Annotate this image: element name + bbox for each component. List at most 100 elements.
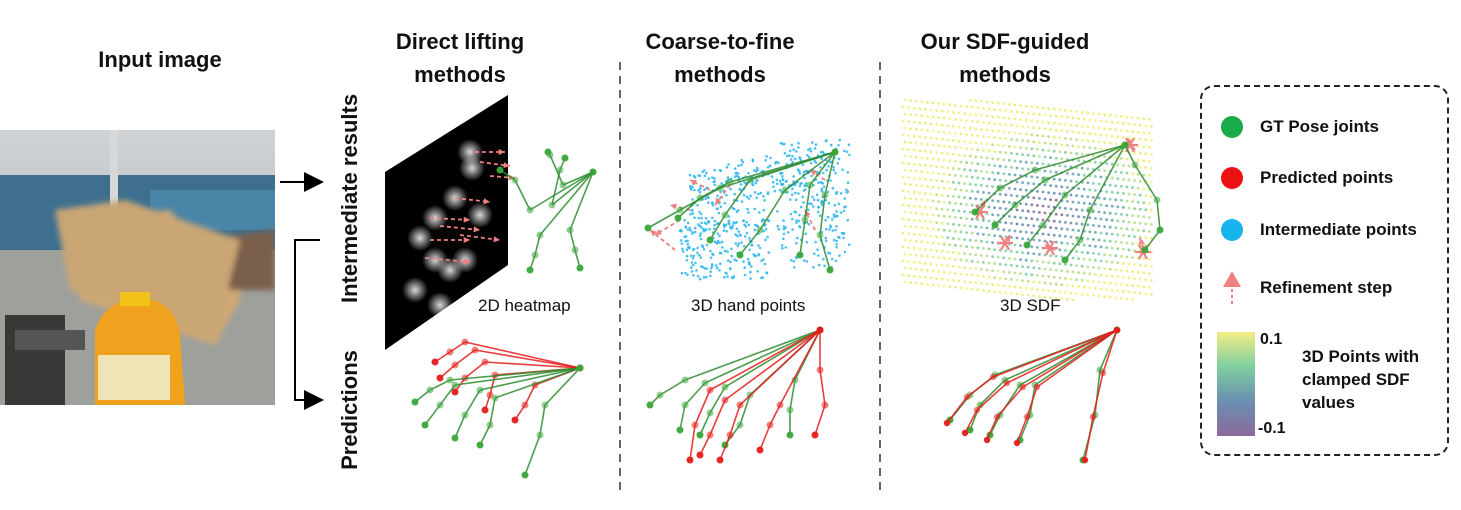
sdf-point [1108, 239, 1112, 243]
intermediate-point [808, 202, 811, 205]
sdf-point [940, 193, 944, 197]
sdf-point [968, 252, 972, 256]
intermediate-point [764, 159, 767, 162]
sdf-point [1125, 171, 1129, 175]
sdf-point [920, 212, 924, 216]
sdf-point [1024, 132, 1028, 136]
sdf-point [987, 233, 991, 237]
sdf-point [952, 223, 955, 226]
sdf-point [1004, 109, 1008, 113]
sdf-point [907, 120, 910, 123]
sdf-point [1032, 266, 1036, 270]
gt-pred-col2-bone [684, 382, 706, 406]
sdf-point [968, 182, 972, 186]
sdf-point [1002, 284, 1006, 288]
sdf-point [1097, 210, 1101, 214]
sdf-point [907, 232, 910, 236]
sdf-point [954, 132, 957, 135]
sdf-point [926, 115, 929, 118]
gt-col2-bone [724, 179, 751, 216]
refinement-star [1000, 242, 1006, 251]
intermediate-point [691, 256, 695, 260]
intermediate-point [734, 233, 737, 236]
intermediate-point [836, 162, 840, 165]
sdf-point [1116, 121, 1120, 125]
sdf-point [1120, 255, 1123, 258]
column-title-coarse-to-fine: Coarse-to-fine methods [620, 25, 820, 91]
intermediate-point [762, 218, 766, 222]
sdf-point [1122, 178, 1125, 181]
pred-pred-col3-bone [1016, 416, 1028, 444]
sdf-point [1148, 146, 1151, 149]
sdf-point [1136, 116, 1140, 120]
intermediate-point [735, 259, 738, 262]
heatmap-blobs [402, 139, 493, 318]
sdf-point [996, 157, 1000, 161]
sdf-point [1066, 284, 1069, 287]
sdf-point [1150, 167, 1153, 170]
sdf-point [974, 225, 978, 229]
sdf-point [1069, 123, 1073, 127]
intermediate-point [843, 206, 846, 209]
sdf-point [920, 254, 924, 258]
prediction-col2 [646, 326, 829, 464]
sdf-point [929, 150, 933, 154]
sdf-point [1049, 156, 1052, 159]
intermediate-point [755, 196, 759, 200]
sdf-point [1036, 134, 1039, 137]
gt-col2-joint [826, 266, 834, 274]
gt-col2-bone [739, 229, 761, 256]
intermediate-point [817, 263, 821, 267]
sdf-point [954, 216, 957, 219]
sdf-point [963, 196, 966, 199]
sdf-point [1052, 121, 1056, 125]
sdf-point [1024, 118, 1028, 122]
sdf-point [940, 221, 944, 225]
sdf-point [935, 123, 938, 126]
intermediate-point [736, 209, 740, 212]
sdf-point [1004, 165, 1008, 169]
sdf-point [903, 266, 907, 270]
sdf-point [1064, 291, 1067, 294]
pred-col2-joint [756, 446, 764, 454]
intermediate-point [696, 274, 700, 278]
sdf-point [1041, 260, 1045, 264]
intermediate-point [723, 201, 727, 205]
gt-col1-joint [559, 181, 567, 189]
sdf-point [1144, 166, 1148, 170]
sdf-point [1148, 258, 1151, 261]
sdf-point [931, 283, 935, 287]
intermediate-point [736, 244, 740, 248]
pred-col1-bone [454, 349, 476, 366]
intermediate-point [803, 188, 807, 191]
pred-col2-joint [721, 396, 729, 404]
sdf-point [914, 99, 918, 103]
sdf-point [1019, 118, 1022, 121]
intermediate-point [702, 248, 706, 251]
sdf-point [940, 235, 944, 239]
intermediate-point [812, 198, 816, 202]
sdf-point [1103, 169, 1106, 172]
sdf-point [952, 139, 955, 142]
intermediate-point [754, 223, 757, 227]
sdf-point [1133, 179, 1136, 182]
sdf-point [1071, 200, 1075, 204]
pred-col2-bone [759, 424, 771, 451]
sdf-point [1148, 272, 1151, 275]
sdf-point [963, 126, 966, 129]
intermediate-point [733, 258, 736, 261]
gt-col2-joint [696, 194, 704, 202]
sdf-point [1114, 198, 1118, 202]
sdf-point [965, 119, 968, 122]
sdf-point [1108, 113, 1112, 117]
sdf-point [1060, 241, 1064, 245]
sdf-point [1049, 296, 1052, 299]
sdf-point [998, 192, 1002, 196]
sdf-point [1004, 235, 1008, 239]
sdf-point [937, 200, 940, 203]
sdf-point [918, 233, 922, 237]
intermediate-point [703, 267, 706, 270]
gt-col3-joint [1061, 256, 1069, 264]
sdf-point [1038, 239, 1041, 242]
pred-col2-bone [729, 404, 741, 436]
